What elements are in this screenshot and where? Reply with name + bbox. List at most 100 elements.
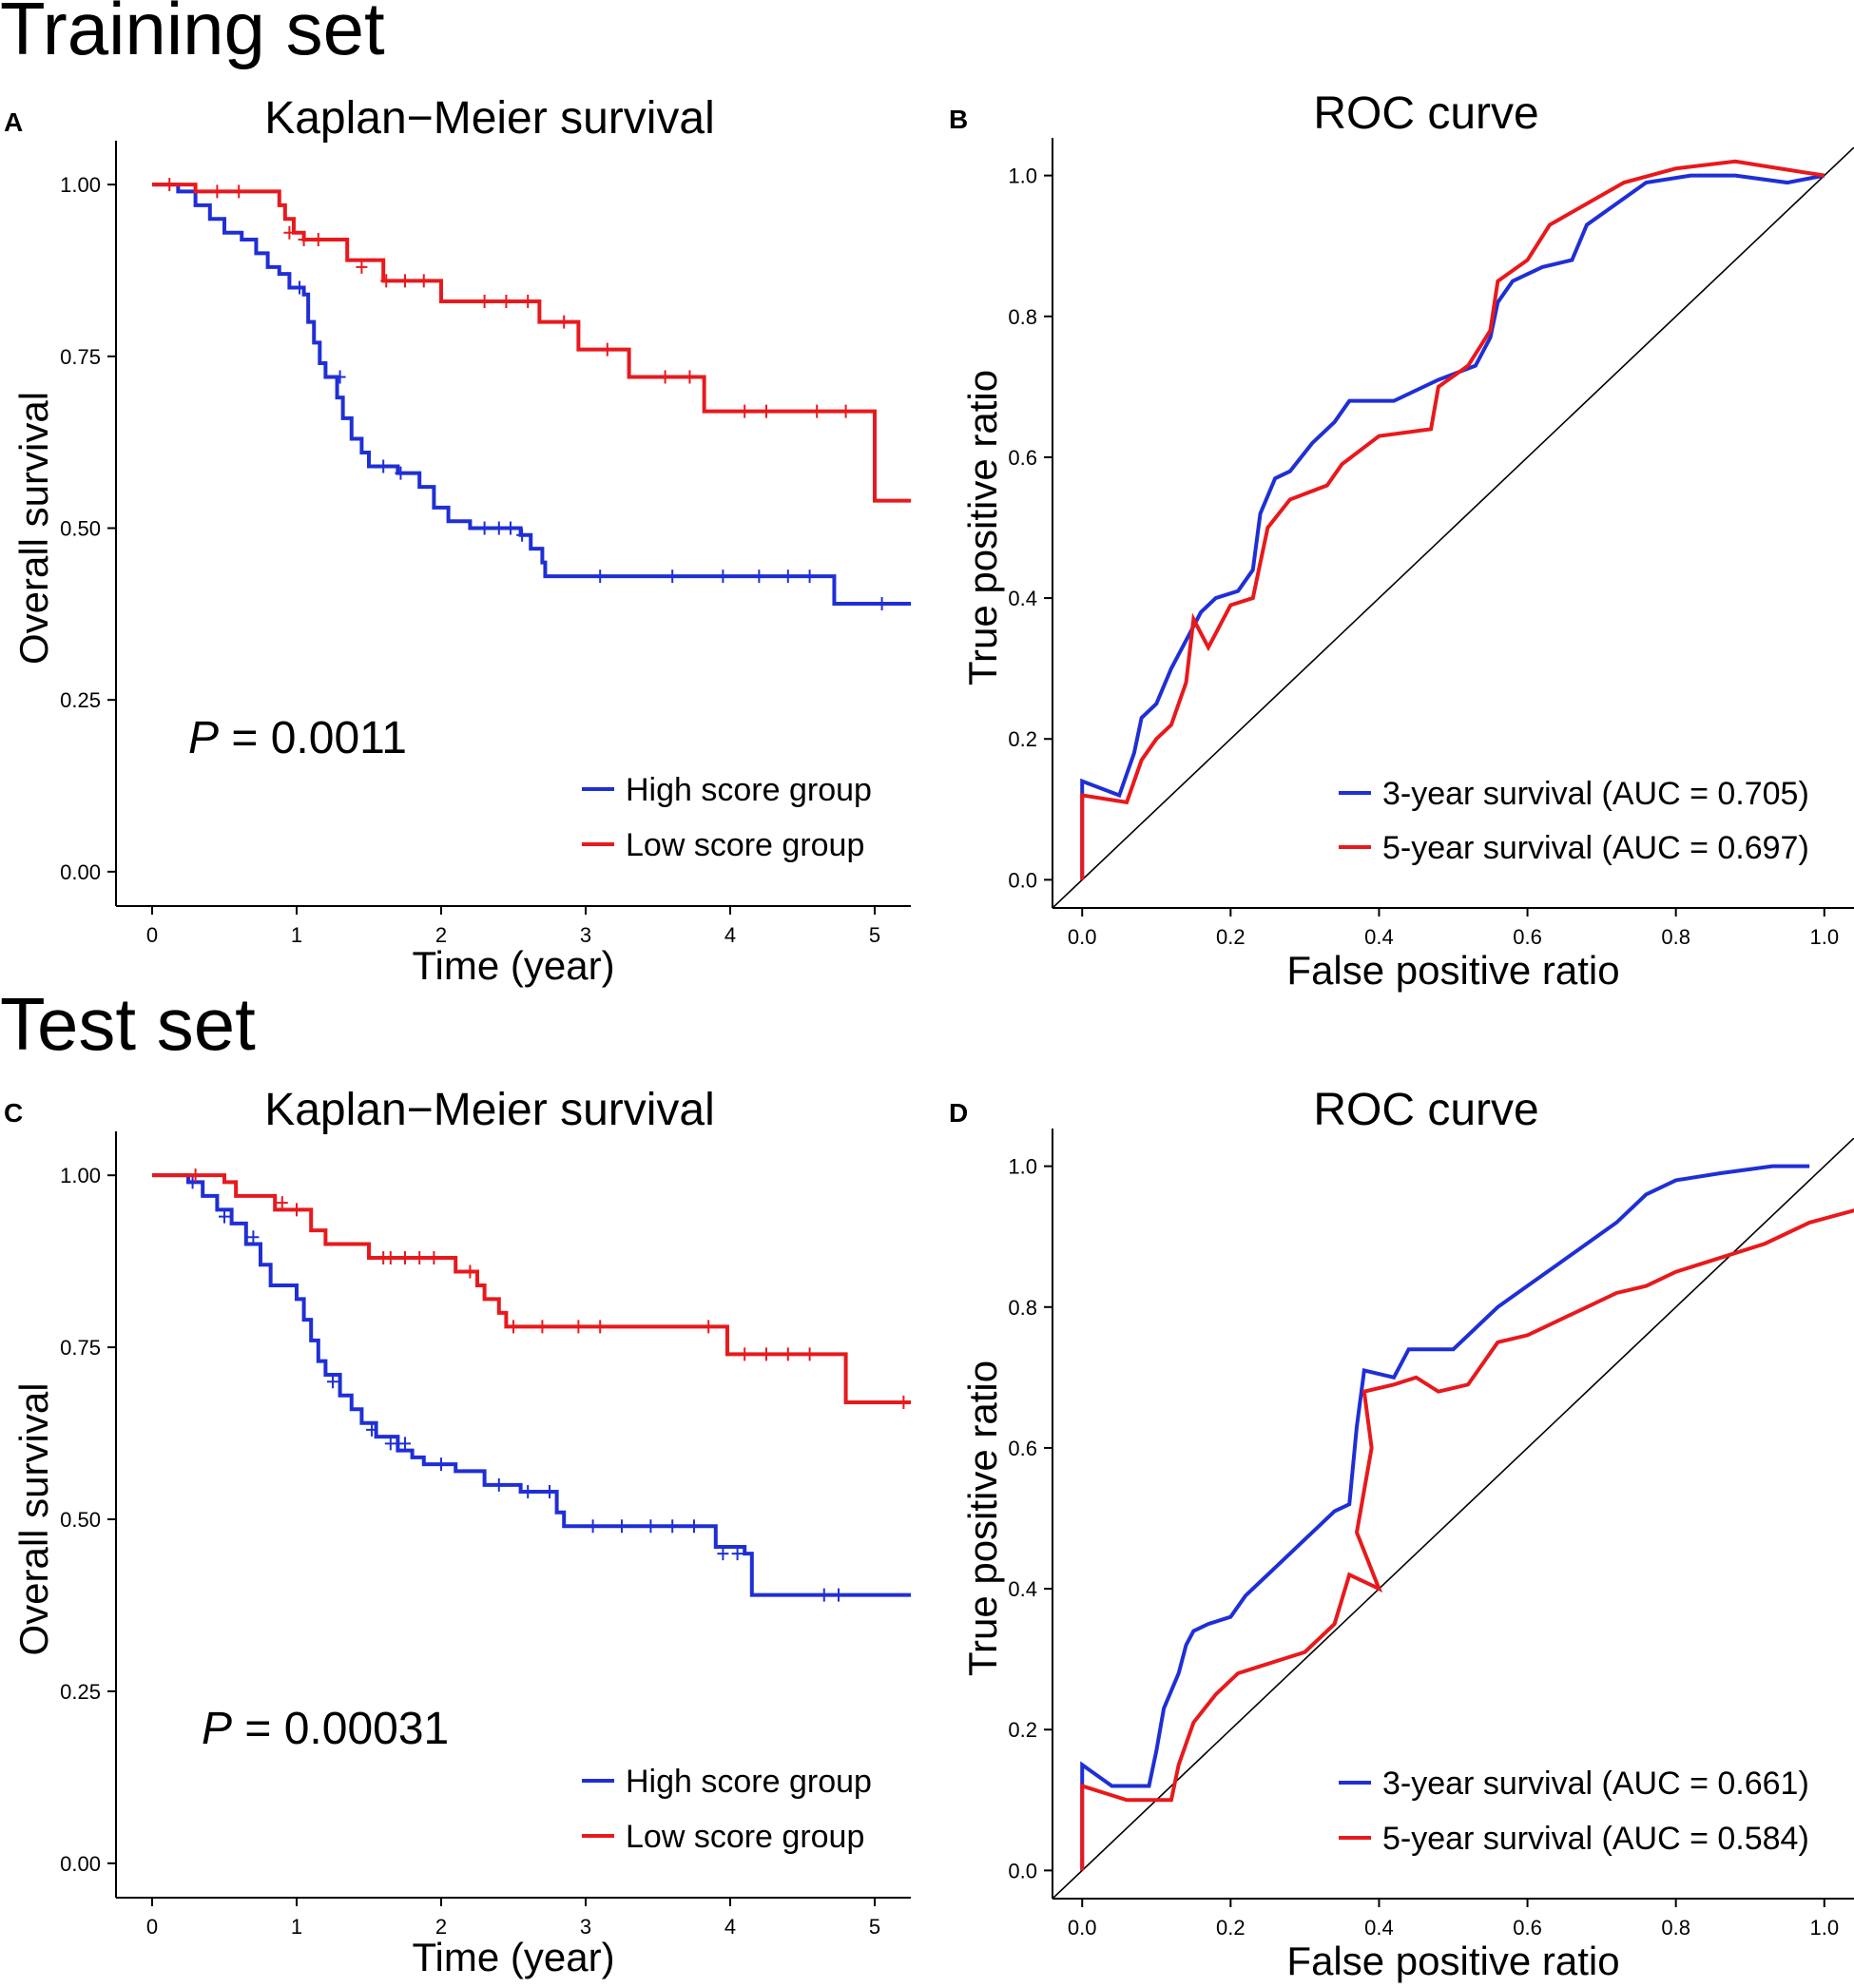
series-line-low [1080, 159, 1825, 880]
x-tick-label: 4 [724, 1915, 736, 1939]
censor-mark [803, 569, 816, 584]
reference-diagonal [1053, 1138, 1854, 1899]
x-tick-label: 0 [146, 923, 158, 947]
censor-mark [645, 1519, 657, 1534]
censor-mark [399, 1251, 411, 1265]
y-tick-label: 0.25 [60, 688, 101, 712]
legend-label: 3-year survival (AUC = 0.705) [1382, 776, 1809, 812]
y-tick-label: 0.00 [60, 860, 101, 884]
censor-mark [366, 1422, 378, 1437]
panel-letter: D [949, 1098, 968, 1128]
x-tick-label: 5 [869, 923, 880, 947]
y-tick-label: 0.50 [60, 517, 101, 541]
p-value-annotation: P = 0.0011 [188, 713, 407, 763]
censor-mark [739, 404, 751, 418]
y-tick-label: 0.50 [60, 1508, 101, 1532]
panel-letter: A [4, 107, 23, 137]
censor-mark [294, 280, 306, 295]
censor-mark [435, 1457, 447, 1472]
censor-mark [334, 370, 346, 384]
x-tick-label: 3 [580, 1915, 591, 1939]
censor-mark [811, 404, 823, 418]
panel-A: A Kaplan−Meier survival 0 1 2 3 4 5 0.00 0.25 0.50… [4, 93, 911, 988]
series-line-low [152, 1173, 911, 1404]
censor-mark [840, 404, 852, 418]
censor-mark [164, 178, 176, 192]
chart-title: ROC curve [1313, 88, 1538, 139]
y-axis-label: True positive ratio [960, 1361, 1005, 1676]
y-axis-label: Overall survival [11, 1382, 56, 1655]
legend-label: High score group [626, 772, 872, 808]
x-tick-label: 5 [869, 1915, 880, 1939]
censor-mark [594, 569, 607, 584]
censor-mark [753, 569, 765, 584]
censor-mark [399, 1437, 411, 1451]
y-axis-label: Overall survival [11, 392, 56, 665]
legend-label: Low score group [626, 1819, 864, 1855]
panel-B: B ROC curve 0.0 0.2 0.4 0.6 0.8 1.0 0.0 0.2 0.4 0.6… [949, 88, 1854, 993]
censor-mark [478, 295, 491, 308]
censor-mark [283, 225, 296, 240]
x-tick-label: 0.6 [1513, 925, 1542, 949]
censor-mark [233, 184, 245, 199]
y-tick-label: 1.00 [60, 1164, 101, 1187]
censor-mark [761, 404, 772, 418]
series-line-low [152, 183, 911, 503]
series-line-low [1080, 1208, 1854, 1871]
censor-mark [717, 569, 729, 584]
censor-mark [356, 260, 368, 274]
x-tick-label: 1 [291, 1915, 302, 1939]
legend-label: 5-year survival (AUC = 0.697) [1382, 830, 1809, 866]
censor-mark [594, 1320, 607, 1334]
y-tick-label: 0.8 [1008, 305, 1037, 329]
y-tick-label: 1.0 [1008, 1155, 1037, 1179]
section-title-training: Training set [0, 0, 385, 70]
section-title-test: Test set [0, 982, 256, 1066]
censor-mark [395, 466, 407, 480]
x-tick-label: 1.0 [1809, 925, 1839, 949]
censor-mark [291, 1203, 302, 1217]
censor-mark [478, 521, 491, 535]
p-value-annotation: P = 0.00031 [202, 1704, 449, 1754]
censor-mark [399, 274, 411, 288]
censor-mark [508, 1320, 519, 1334]
censor-mark [536, 1320, 549, 1334]
x-tick-label: 0.4 [1364, 1916, 1394, 1940]
censor-mark [189, 1168, 202, 1183]
censor-mark [492, 1477, 505, 1492]
x-tick-label: 1.0 [1809, 1916, 1839, 1940]
x-tick-label: 3 [580, 923, 591, 947]
censor-mark [384, 1251, 396, 1265]
censor-mark [327, 1375, 338, 1389]
censor-mark [688, 1519, 700, 1534]
censor-mark [558, 315, 570, 329]
x-tick-label: 0 [146, 1915, 158, 1939]
censor-mark [414, 1251, 426, 1265]
x-axis-label: False positive ratio [1286, 948, 1619, 993]
y-tick-label: 0.6 [1008, 446, 1037, 470]
panel-letter: C [4, 1098, 23, 1128]
series-line-high [152, 1173, 911, 1597]
y-axis-label: True positive ratio [960, 370, 1005, 685]
censor-mark [833, 1588, 844, 1602]
y-tick-label: 0.4 [1008, 587, 1037, 610]
y-tick-label: 0.75 [60, 345, 101, 369]
legend-label: Low score group [626, 827, 864, 863]
censor-mark [803, 1347, 816, 1361]
censor-mark [464, 1264, 476, 1279]
censor-mark [703, 1320, 715, 1334]
censor-mark [731, 1547, 744, 1561]
censor-mark [544, 1485, 555, 1499]
censor-mark [247, 1230, 260, 1245]
y-tick-label: 0.4 [1008, 1577, 1037, 1601]
series-line-high [1080, 1164, 1810, 1871]
x-tick-label: 2 [435, 923, 447, 947]
y-tick-label: 0.25 [60, 1680, 101, 1704]
y-tick-label: 0.8 [1008, 1296, 1037, 1320]
censor-mark [500, 295, 512, 308]
series-line-high [152, 183, 911, 606]
censor-mark [782, 569, 794, 584]
censor-mark [428, 1251, 440, 1265]
series-line-high [1080, 173, 1825, 880]
